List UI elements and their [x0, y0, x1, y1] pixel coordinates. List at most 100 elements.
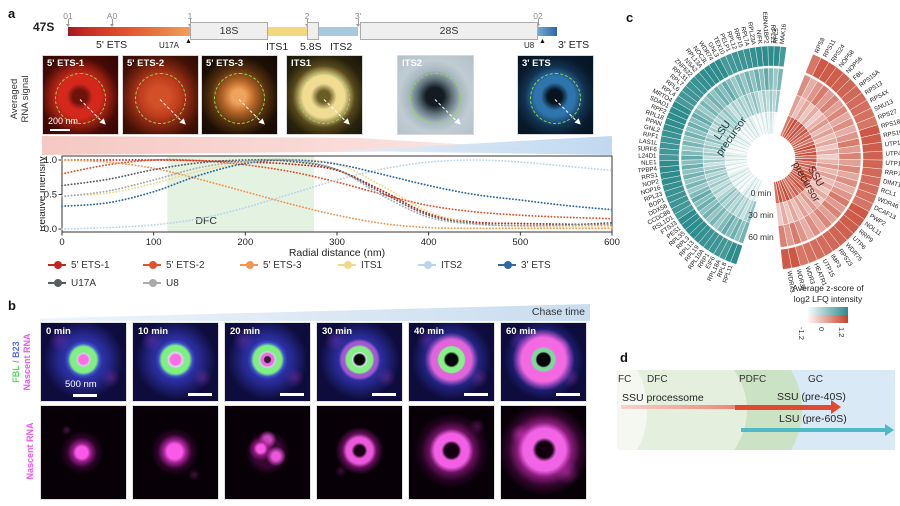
u17a-arrow-icon: ▲ — [185, 38, 192, 45]
heatmap-cell — [684, 178, 708, 191]
scale-bar-label: 200 nm — [48, 116, 79, 126]
time-label: 30 min — [322, 326, 353, 337]
group-band-cell — [713, 236, 729, 258]
group-band-cell — [659, 141, 681, 151]
heatmap-cell — [712, 85, 731, 107]
cleavage-site-01: 01 — [63, 11, 73, 21]
u17a-probe-label: U17A — [159, 41, 180, 50]
legend-marker-icon — [338, 261, 356, 269]
18s-box: 18S — [190, 22, 268, 40]
its1-segment — [268, 27, 307, 36]
colorbar-title-line1: Average z-score of — [792, 283, 864, 293]
legend-marker-icon — [143, 279, 161, 287]
heatmap-cell — [695, 195, 717, 213]
nucleolus-ring-shape — [501, 323, 586, 401]
time-label: 20 min — [230, 326, 261, 337]
gene-label: MAK16 — [779, 23, 788, 44]
radial-intensity-chart: DFC 1.0 0.5 0.00 100 200 300 400 500 600 Radial di… — [40, 155, 620, 259]
averaged-image-its1: ITS1 — [286, 55, 363, 135]
heatmap-cell — [688, 185, 711, 200]
dfc-dashed-circle-icon — [135, 73, 186, 124]
heatmap-cell — [692, 191, 715, 209]
group-band-cell — [708, 233, 725, 255]
x-tick-label: 300 — [329, 237, 345, 248]
group-band-cell — [718, 239, 734, 261]
group-band-cell — [698, 68, 717, 88]
legend-label: U17A — [71, 277, 97, 289]
averaged-image-5-ets-2: 5' ETS-2 — [122, 55, 199, 135]
gene-label: GNL2 — [643, 124, 661, 135]
colorbar-teal — [808, 307, 848, 315]
scale-bar — [556, 393, 580, 396]
series-3-ets — [61, 159, 613, 211]
group-band-cell — [684, 216, 705, 235]
colorbar-tick-zero: 0 — [817, 327, 826, 332]
b23-channel-label: B23 — [11, 341, 21, 358]
group-band-cell — [671, 100, 693, 116]
heatmap-cell — [720, 214, 737, 236]
cleavage-site-a0: A0 — [106, 11, 118, 21]
dfc-dashed-circle-icon — [214, 73, 265, 124]
group-band-cell — [662, 123, 684, 136]
group-band-cell — [658, 160, 680, 168]
heatmap-cell — [738, 71, 751, 95]
group-band-cell — [755, 46, 764, 68]
gene-label: RPL7A — [739, 26, 750, 48]
heatmap-cell — [680, 154, 704, 161]
legend-marker-icon — [48, 261, 66, 269]
legend-label: ITS2 — [441, 259, 463, 271]
gene-label: GTPBP4 — [638, 165, 658, 175]
legend-marker-icon — [48, 279, 66, 287]
heatmap-cell — [701, 201, 722, 220]
group-band-cell — [698, 227, 716, 248]
row-label-line2: RNA signal — [20, 75, 31, 123]
scale-bar — [50, 129, 70, 131]
ssu-pre40s-label: SSU (pre-40S) — [777, 391, 846, 403]
heatmap-cell — [705, 92, 725, 112]
series-u8 — [61, 158, 613, 227]
nucleolus-ring-shape — [41, 323, 126, 401]
legend-label: 5' ETS-3 — [263, 259, 302, 271]
group-band-cell — [685, 80, 705, 99]
group-band-cell — [767, 45, 775, 67]
group-band-cell — [693, 72, 713, 92]
panel-a-letter: a — [8, 6, 16, 21]
heatmap-cell — [758, 68, 766, 91]
u8-arrow-icon: ▲ — [539, 38, 546, 45]
heatmap-cell — [681, 167, 705, 176]
gene-label: WDR43 — [786, 271, 796, 294]
legend-item-5-ets-3: 5' ETS-3 — [240, 258, 302, 272]
legend-item-its2: ITS2 — [418, 258, 462, 272]
heatmap-cell — [698, 99, 720, 118]
fc-zone-label: FC — [618, 374, 632, 385]
panel-c-letter: c — [626, 10, 634, 25]
gene-label: RPL21 — [769, 25, 776, 44]
legend-marker-icon — [418, 261, 436, 269]
group-band-cell — [708, 61, 725, 82]
gene-label: UTP18 — [884, 139, 900, 148]
gene-label: RPL5 — [772, 27, 780, 43]
panel-b-letter: b — [8, 298, 16, 313]
group-band-cell — [730, 243, 743, 265]
ssu-arrow-body — [735, 404, 831, 410]
group-band-cell — [659, 165, 681, 174]
transcript-47s-label: 47S — [33, 20, 55, 34]
gene-label: RRS1 — [641, 172, 659, 182]
chase-merged-10-min: 10 min — [132, 322, 219, 402]
heatmap-cell — [738, 221, 751, 244]
5.8s-label: 5.8S — [300, 41, 322, 53]
colorbar-title-line2: log2 LFQ intensity — [793, 294, 863, 304]
ring-time-label: 60 min — [748, 232, 774, 242]
colorbar-red — [808, 315, 848, 323]
heatmap-cell — [724, 216, 740, 239]
chase-merged-0-min: 0 min 500 nm — [40, 322, 127, 402]
its2-label: ITS2 — [330, 41, 353, 53]
heatmap-cell — [724, 77, 741, 100]
group-band-cell — [713, 58, 730, 79]
group-band-cell — [773, 45, 781, 67]
group-band-cell — [778, 46, 787, 68]
panel-d-letter: d — [620, 350, 628, 365]
legend-item-u17a: U17A — [48, 276, 96, 290]
heatmap-cell — [838, 152, 862, 160]
